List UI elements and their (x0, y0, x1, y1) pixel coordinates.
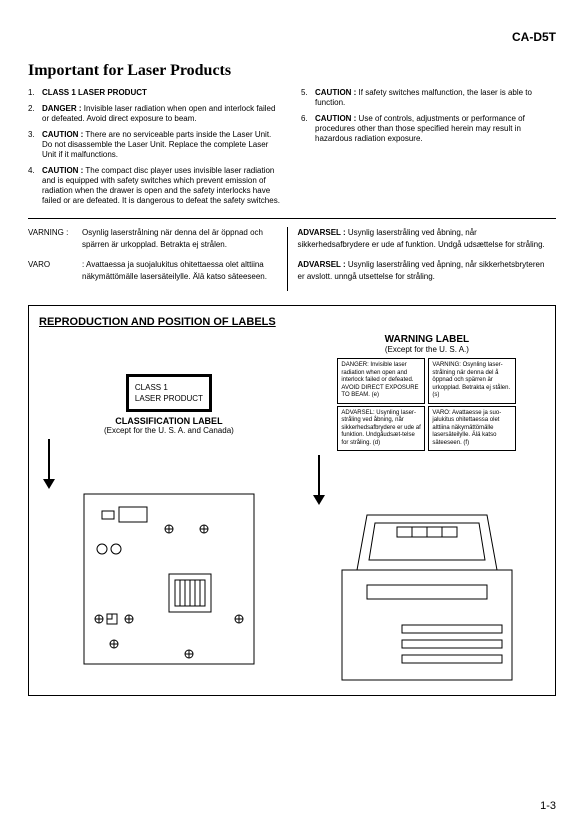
arrow-down-icon (39, 439, 59, 489)
mini-box-advarsel: ADVARSEL: Usynling laser-stråling ved åb… (337, 406, 425, 452)
classification-sub: (Except for the U. S. A. and Canada) (39, 426, 299, 435)
page-number: 1-3 (540, 800, 556, 812)
arrow-down-icon (309, 455, 329, 505)
warn-right: ADVARSEL : Usynlig laserstråling ved åbn… (287, 227, 557, 291)
warn-left: VARNING :Osynlig laserstrålning när denn… (28, 227, 287, 291)
caution-item: 1.CLASS 1 LASER PRODUCT (28, 88, 283, 98)
multilingual-warnings: VARNING :Osynlig laserstrålning när denn… (28, 218, 556, 291)
caution-item: 6.CAUTION : Use of controls, adjustments… (301, 114, 556, 144)
warning-label-title: WARNING LABEL (309, 334, 545, 345)
warn-entry: ADVARSEL : Usynlig laserstråling ved åbn… (298, 227, 547, 251)
device-top-diagram (74, 489, 264, 669)
repro-right-col: WARNING LABEL (Except for the U. S. A.) … (309, 334, 545, 685)
mini-box-varning: VARNING: Osynling laser-strålning när de… (428, 358, 516, 404)
warning-label-sub: (Except for the U. S. A.) (309, 345, 545, 354)
caution-item: 4.CAUTION : The compact disc player uses… (28, 166, 283, 206)
page-title: Important for Laser Products (28, 62, 556, 80)
left-column: 1.CLASS 1 LASER PRODUCT 2.DANGER : Invisi… (28, 88, 283, 212)
repro-left-col: CLASS 1 LASER PRODUCT CLASSIFICATION LAB… (39, 334, 299, 685)
warn-entry: VARO: Avattaessa ja suojalukitus ohitett… (28, 259, 277, 283)
class-label-line1: CLASS 1 (135, 382, 203, 393)
class-label-line2: LASER PRODUCT (135, 393, 203, 404)
device-front-diagram (327, 505, 527, 685)
repro-title: REPRODUCTION AND POSITION OF LABELS (39, 316, 276, 328)
model-number: CA-D5T (28, 30, 556, 44)
class-label-box: CLASS 1 LASER PRODUCT (126, 374, 212, 412)
right-column: 5.CAUTION : If safety switches malfuncti… (301, 88, 556, 212)
mini-box-danger: DANGER: Invisible laser radiation when o… (337, 358, 425, 404)
warn-entry: VARNING :Osynlig laserstrålning när denn… (28, 227, 277, 251)
caution-item: 2.DANGER : Invisible laser radiation whe… (28, 104, 283, 124)
warn-entry: ADVARSEL : Usynlig laserstråling ved åpn… (298, 259, 547, 283)
reproduction-box: REPRODUCTION AND POSITION OF LABELS CLAS… (28, 305, 556, 696)
caution-item: 3.CAUTION : There are no serviceable par… (28, 130, 283, 160)
classification-title: CLASSIFICATION LABEL (39, 416, 299, 426)
caution-item: 5.CAUTION : If safety switches malfuncti… (301, 88, 556, 108)
caution-columns: 1.CLASS 1 LASER PRODUCT 2.DANGER : Invisi… (28, 88, 556, 212)
mini-box-varo: VARO: Avattaesse ja suo-jalukitus ohitet… (428, 406, 516, 452)
